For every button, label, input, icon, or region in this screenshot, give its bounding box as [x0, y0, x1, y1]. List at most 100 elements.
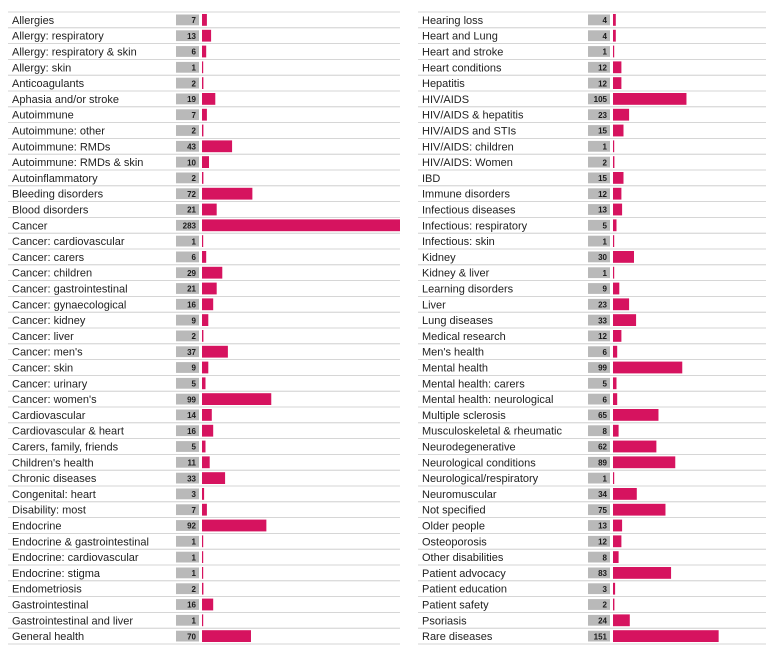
data-label: 13: [598, 206, 607, 215]
value-badge: [176, 267, 199, 279]
bar: [202, 29, 212, 42]
value-badge: [176, 46, 199, 57]
data-label: 70: [187, 632, 196, 641]
data-label: 30: [598, 253, 607, 262]
category-label: Carers, family, friends: [12, 442, 119, 454]
data-label: 65: [598, 411, 607, 420]
bar: [202, 108, 207, 121]
data-label: 24: [598, 617, 607, 626]
value-badge: [588, 441, 610, 452]
value-badge: [176, 456, 199, 468]
category-label: Cancer: men's: [12, 347, 83, 359]
value-badge: [588, 488, 610, 500]
bar: [202, 14, 207, 26]
data-label: 1: [603, 474, 608, 483]
category-label: Neurological conditions: [422, 457, 536, 469]
value-badge: [176, 188, 199, 200]
data-label: 29: [187, 269, 196, 278]
category-label: Kidney & liver: [422, 268, 490, 280]
data-label: 2: [192, 585, 197, 594]
data-label: 2: [192, 174, 197, 183]
data-label: 1: [603, 143, 608, 152]
category-label: Patient education: [422, 584, 507, 596]
category-label: Congenital: heart: [12, 489, 96, 501]
value-badge: [588, 204, 610, 215]
category-label: Bleeding disorders: [12, 189, 104, 201]
data-label: 283: [183, 222, 197, 231]
data-label: 105: [594, 95, 608, 104]
value-badge: [176, 219, 199, 231]
bar: [202, 393, 272, 405]
bar: [613, 14, 616, 26]
bar: [613, 377, 617, 390]
value-badge: [588, 283, 610, 294]
bar: [613, 77, 622, 89]
bar: [202, 567, 204, 579]
value-badge: [588, 172, 610, 184]
bar: [613, 345, 618, 358]
category-label: Neurodegenerative: [422, 442, 516, 454]
value-badge: [176, 551, 199, 563]
value-badge: [176, 488, 199, 500]
category-label: Autoimmune: RMDs & skin: [12, 157, 143, 169]
category-label: Learning disorders: [422, 284, 514, 296]
category-label: Hearing loss: [422, 15, 484, 27]
category-label: Patient advocacy: [422, 568, 506, 580]
bar: [202, 519, 267, 532]
value-badge: [176, 393, 199, 405]
data-label: 6: [603, 395, 608, 404]
category-label: Disability: most: [12, 505, 86, 517]
bar: [202, 61, 204, 74]
bar: [613, 172, 624, 184]
bar: [613, 393, 618, 405]
category-label: Cancer: women's: [12, 394, 97, 406]
value-badge: [588, 156, 610, 168]
category-label: Immune disorders: [422, 189, 511, 201]
value-badge: [588, 567, 610, 579]
data-label: 1: [192, 64, 197, 73]
bar: [202, 424, 214, 437]
category-label: Liver: [422, 299, 446, 311]
value-badge: [588, 61, 610, 73]
category-label: Cancer: gastrointestinal: [12, 284, 128, 296]
bar: [202, 409, 212, 421]
category-label: General health: [12, 631, 84, 643]
category-label: HIV/AIDS & hepatitis: [422, 110, 524, 122]
category-label: IBD: [422, 173, 440, 185]
data-label: 72: [187, 190, 196, 199]
data-label: 43: [187, 143, 196, 152]
value-badge: [176, 425, 199, 437]
value-badge: [176, 520, 199, 531]
category-label: Neuromuscular: [422, 489, 497, 501]
value-badge: [588, 235, 610, 247]
bar: [613, 45, 615, 58]
bar: [202, 140, 233, 153]
data-label: 7: [192, 111, 197, 120]
category-label: Cardiovascular: [12, 410, 86, 422]
data-label: 99: [598, 364, 607, 373]
value-badge: [176, 583, 199, 595]
category-label: Cancer: urinary: [12, 378, 88, 390]
value-badge: [588, 504, 610, 516]
value-badge: [588, 140, 610, 152]
category-label: HIV/AIDS: children: [422, 141, 514, 153]
category-label: Rare diseases: [422, 631, 493, 643]
data-label: 5: [603, 222, 608, 231]
category-label: Other disabilities: [422, 552, 504, 564]
category-label: Heart conditions: [422, 62, 502, 74]
value-badge: [588, 583, 610, 595]
bar: [613, 519, 623, 532]
category-label: Cancer: [12, 220, 48, 232]
category-label: Endocrine: cardiovascular: [12, 552, 139, 564]
value-badge: [176, 283, 199, 294]
data-label: 21: [187, 285, 196, 294]
category-label: Cancer: carers: [12, 252, 85, 264]
category-label: Endocrine: stigma: [12, 568, 101, 580]
value-badge: [176, 204, 199, 215]
bar: [613, 282, 620, 295]
bar: [202, 156, 209, 168]
data-label: 7: [192, 16, 197, 25]
data-label: 1: [192, 617, 197, 626]
data-label: 89: [598, 459, 607, 468]
